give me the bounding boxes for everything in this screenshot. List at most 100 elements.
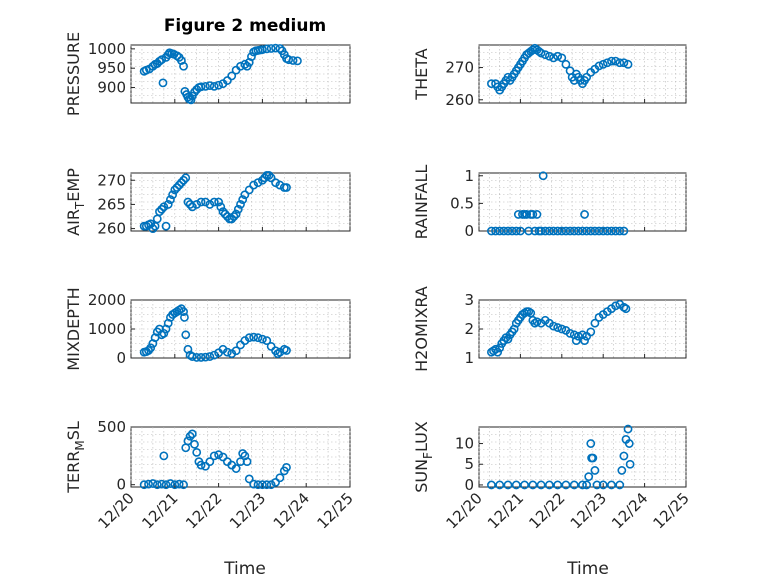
x-tick-label: 12/23 <box>567 489 610 532</box>
data-point <box>495 480 505 490</box>
data-point <box>493 347 503 357</box>
data-point <box>161 480 171 490</box>
data-point <box>516 226 525 236</box>
data-point <box>158 78 168 88</box>
y-axis-label: RAINFALL <box>412 165 431 240</box>
data-point <box>238 449 248 458</box>
data-point <box>553 51 563 61</box>
data-point <box>187 429 197 439</box>
data-point <box>179 480 188 490</box>
data-point <box>598 480 608 490</box>
data-point <box>503 334 513 344</box>
data-point <box>218 207 228 217</box>
data-point <box>619 451 629 461</box>
data-point <box>170 480 180 490</box>
data-point <box>205 352 215 361</box>
data-point <box>146 219 156 229</box>
y-tick-label: 500 <box>97 418 126 436</box>
data-point <box>257 334 267 344</box>
data-point <box>491 226 500 236</box>
y-tick-label: 270 <box>97 171 126 189</box>
data-point <box>196 353 206 362</box>
y-tick-label: 0 <box>116 349 126 367</box>
y-axis-label: PRESSURE <box>64 32 83 116</box>
data-point <box>520 480 529 490</box>
data-point <box>549 226 558 236</box>
data-point <box>227 71 237 81</box>
data-point <box>530 226 540 236</box>
data-point <box>179 307 188 316</box>
data-point <box>220 209 230 219</box>
data-point <box>236 200 245 209</box>
x-tick-label: 12/20 <box>443 489 486 532</box>
data-point <box>611 301 621 311</box>
data-point <box>186 95 196 105</box>
data-point <box>588 453 598 463</box>
data-point <box>262 480 272 490</box>
data-point <box>582 480 592 490</box>
y-axis-label: H2OMIXRA <box>412 286 431 372</box>
data-point <box>275 473 285 483</box>
y-tick-label: 265 <box>97 195 126 213</box>
data-point <box>571 336 581 345</box>
data-point <box>573 226 583 236</box>
data-point <box>623 424 633 434</box>
data-point <box>157 55 167 65</box>
data-point <box>624 439 634 448</box>
data-point <box>499 226 509 236</box>
data-point <box>249 332 259 342</box>
data-point <box>214 197 223 207</box>
data-point <box>209 350 219 360</box>
data-point <box>266 341 276 351</box>
data-point <box>590 226 600 236</box>
data-point <box>532 210 542 219</box>
data-point <box>557 53 567 63</box>
data-point <box>573 331 583 341</box>
x-tick-label: 12/20 <box>95 489 138 532</box>
data-point <box>231 346 241 356</box>
data-point <box>146 343 156 353</box>
panel-4: 0 0.5 1 RAINFALL <box>412 165 687 240</box>
y-axis-label: AIRTEMP <box>64 168 87 236</box>
data-point <box>249 180 259 190</box>
data-point <box>487 226 496 236</box>
data-point <box>569 226 579 236</box>
data-point <box>144 479 153 489</box>
data-point <box>522 210 532 219</box>
data-point <box>511 226 521 236</box>
data-point <box>557 324 567 334</box>
data-point <box>625 459 635 469</box>
data-point <box>152 480 162 490</box>
data-point <box>205 457 215 467</box>
data-point <box>214 80 223 90</box>
data-point <box>176 178 186 188</box>
data-point <box>621 304 631 314</box>
y-tick-label: 1 <box>464 349 474 367</box>
data-point <box>240 59 250 69</box>
x-tick-label: 12/22 <box>525 489 568 532</box>
x-tick-label: 12/21 <box>138 489 181 532</box>
data-point <box>201 461 210 471</box>
data-point <box>174 479 184 489</box>
data-point <box>244 474 254 484</box>
data-point <box>503 480 513 490</box>
data-point <box>266 173 276 183</box>
panel-6: 1 2 3 H2OMIXRA <box>412 286 687 372</box>
data-point <box>187 202 197 212</box>
data-point <box>532 317 542 327</box>
data-point <box>615 58 625 68</box>
data-point <box>172 183 182 192</box>
data-point <box>192 85 202 94</box>
data-point <box>540 50 550 60</box>
x-tick-label: 12/22 <box>182 489 225 532</box>
data-point <box>584 472 594 482</box>
data-point <box>590 466 600 475</box>
data-point <box>249 479 259 489</box>
panel-7: 0 500 12/20 12/21 12/22 12/23 12/24 12/25 TERRMS… <box>64 418 357 532</box>
data-point <box>155 207 164 217</box>
data-point <box>196 82 206 92</box>
data-point <box>229 212 239 221</box>
data-point <box>598 59 608 69</box>
